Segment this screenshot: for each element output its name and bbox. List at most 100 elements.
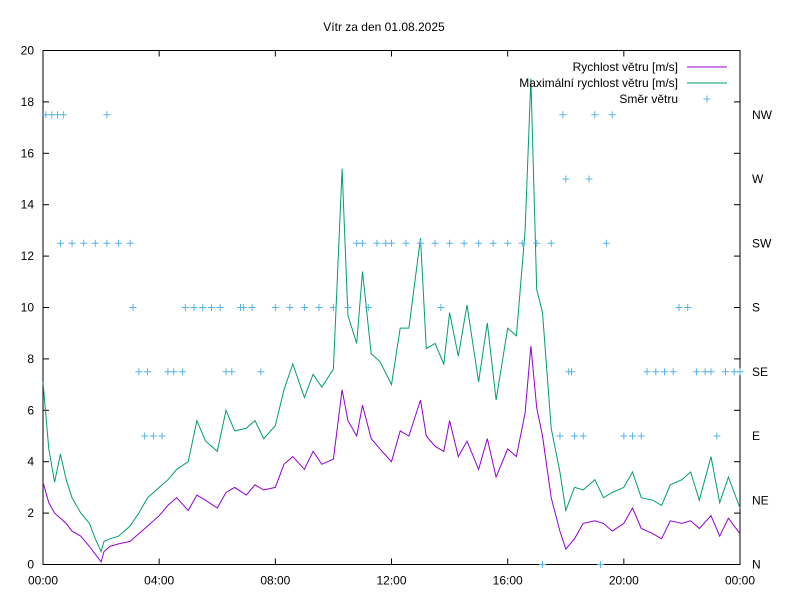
- direction-point: [437, 304, 445, 311]
- direction-point: [257, 368, 265, 376]
- direction-point: [170, 368, 178, 376]
- direction-point: [248, 304, 256, 311]
- y-tick-label: 2: [27, 506, 34, 520]
- y2-tick-label: SW: [752, 236, 772, 250]
- direction-point: [402, 239, 410, 247]
- direction-point: [103, 239, 111, 247]
- direction-point: [652, 368, 660, 376]
- direction-point: [239, 304, 247, 311]
- direction-point: [149, 432, 157, 440]
- y-tick-label: 14: [21, 198, 35, 212]
- direction-point: [684, 304, 692, 311]
- y-tick-label: 18: [21, 95, 35, 109]
- direction-point: [602, 239, 610, 247]
- y-tick-label: 10: [21, 301, 35, 315]
- x-tick-label: 20:00: [609, 574, 639, 588]
- direction-point: [286, 304, 294, 311]
- direction-point: [80, 239, 88, 247]
- direction-point: [126, 239, 134, 247]
- direction-point: [539, 561, 547, 568]
- direction-point: [675, 304, 683, 311]
- legend-label: Směr větru: [619, 92, 678, 106]
- axis-ticks: 0 2 4 6 8 10 12 14 16 18 20 00:00 04:00 08:00 12:00 16:…: [21, 44, 773, 588]
- direction-point: [489, 239, 497, 247]
- direction-point: [207, 304, 215, 311]
- direction-point: [59, 111, 67, 119]
- plot-frame: [42, 50, 741, 565]
- y2-tick-label: E: [752, 429, 760, 443]
- y-tick-label: 4: [27, 455, 34, 469]
- direction-point: [579, 432, 587, 440]
- direction-point: [358, 239, 366, 247]
- series-line: [42, 78, 741, 554]
- y-tick-label: 8: [27, 352, 34, 366]
- direction-point: [315, 304, 323, 311]
- x-tick-label: 00:00: [28, 574, 58, 588]
- direction-point: [103, 111, 111, 119]
- direction-point: [570, 432, 578, 440]
- direction-point: [115, 239, 123, 247]
- x-tick-label: 12:00: [376, 574, 406, 588]
- direction-point: [597, 561, 605, 568]
- direction-point: [417, 239, 425, 247]
- y2-tick-label: W: [752, 172, 764, 186]
- direction-point: [518, 239, 526, 247]
- chart-title: Vítr za den 01.08.2025: [323, 20, 445, 34]
- y-tick-label: 12: [21, 249, 35, 263]
- direction-point: [556, 432, 564, 440]
- direction-point: [431, 239, 439, 247]
- y2-tick-label: SE: [752, 365, 768, 379]
- direction-point: [707, 368, 715, 376]
- series-points: [42, 111, 744, 568]
- direction-point: [533, 239, 541, 247]
- direction-point: [388, 239, 395, 247]
- direction-point: [216, 304, 224, 311]
- direction-point: [199, 304, 207, 311]
- direction-point: [446, 239, 454, 247]
- legend-swatch-point: [703, 95, 711, 103]
- x-tick-label: 08:00: [260, 574, 290, 588]
- direction-point: [643, 368, 651, 376]
- direction-point: [562, 175, 570, 183]
- x-tick-label: 04:00: [144, 574, 174, 588]
- direction-point: [559, 111, 567, 119]
- direction-point: [181, 304, 189, 311]
- direction-point: [660, 368, 668, 376]
- direction-point: [56, 239, 64, 247]
- legend-label: Maximální rychlost větru [m/s]: [519, 76, 678, 90]
- y-tick-label: 20: [21, 44, 35, 58]
- direction-point: [158, 432, 166, 440]
- direction-point: [608, 111, 616, 119]
- direction-point: [373, 239, 381, 247]
- direction-point: [504, 239, 512, 247]
- direction-point: [568, 368, 576, 376]
- direction-point: [329, 304, 337, 311]
- direction-point: [271, 304, 279, 311]
- legend: Rychlost větru [m/s] Maximální rychlost v…: [519, 60, 727, 106]
- direction-point: [585, 175, 593, 183]
- y2-tick-label: S: [752, 301, 760, 315]
- y2-tick-label: NW: [752, 108, 773, 122]
- direction-point: [692, 368, 700, 376]
- series-layer: [42, 78, 744, 568]
- direction-point: [91, 239, 99, 247]
- direction-point: [475, 239, 483, 247]
- series-line: [42, 346, 741, 564]
- direction-point: [620, 432, 628, 440]
- y2-tick-label: N: [752, 558, 761, 572]
- y-tick-label: 6: [27, 403, 34, 417]
- series-line: [42, 346, 741, 564]
- direction-point: [178, 368, 186, 376]
- direction-point: [190, 304, 198, 311]
- direction-point: [129, 304, 137, 311]
- x-tick-label: 00:00: [725, 574, 755, 588]
- x-tick-label: 16:00: [493, 574, 523, 588]
- direction-point: [228, 368, 236, 376]
- direction-point: [68, 239, 76, 247]
- direction-point: [629, 432, 637, 440]
- direction-point: [141, 432, 149, 440]
- direction-point: [300, 304, 308, 311]
- direction-point: [547, 239, 555, 247]
- y2-tick-label: NE: [752, 493, 769, 507]
